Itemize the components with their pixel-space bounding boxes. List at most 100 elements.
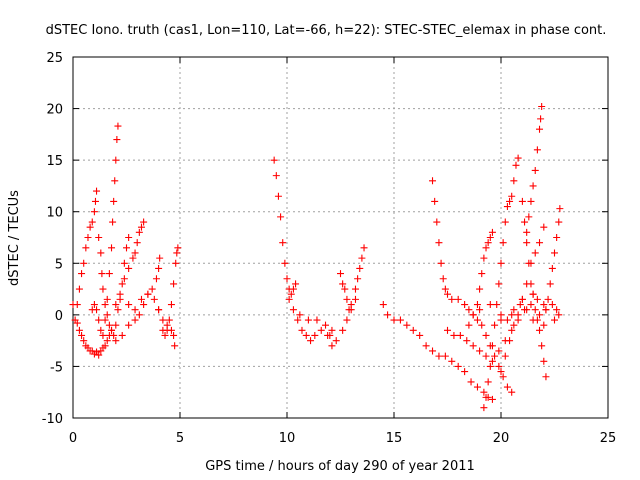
data-point — [274, 192, 282, 200]
data-point — [99, 285, 107, 293]
data-point — [302, 331, 310, 339]
data-point — [80, 259, 88, 267]
data-point — [155, 306, 163, 314]
data-point — [88, 218, 96, 226]
data-point — [110, 331, 118, 339]
x-tick-label: 20 — [493, 431, 510, 446]
data-point — [482, 393, 490, 401]
data-point — [497, 316, 505, 324]
data-point — [508, 311, 516, 319]
data-point — [473, 301, 481, 309]
data-point — [337, 270, 344, 278]
data-point — [120, 275, 128, 283]
data-point — [113, 136, 121, 144]
data-point — [101, 301, 109, 309]
data-point — [499, 239, 507, 247]
data-point — [148, 285, 156, 293]
data-point — [450, 331, 458, 339]
data-point — [469, 342, 477, 350]
data-point — [103, 295, 111, 303]
y-tick-label: 25 — [46, 51, 63, 66]
data-point — [97, 249, 105, 257]
data-point — [379, 301, 387, 309]
data-point — [135, 311, 143, 319]
data-point — [289, 285, 297, 293]
data-point — [133, 239, 141, 247]
data-point — [114, 122, 122, 130]
data-point — [131, 306, 139, 314]
data-point — [540, 301, 548, 309]
data-point — [170, 280, 178, 288]
data-point — [73, 319, 81, 327]
data-point — [270, 156, 278, 164]
data-point — [111, 177, 119, 185]
data-point — [548, 301, 556, 309]
data-point — [488, 395, 496, 403]
data-point — [292, 280, 300, 288]
data-point — [403, 321, 411, 329]
data-point — [444, 290, 451, 298]
data-point — [448, 357, 456, 365]
data-point — [174, 244, 182, 252]
data-point — [144, 290, 152, 298]
data-point — [384, 311, 392, 319]
data-point — [351, 295, 359, 303]
data-point — [529, 316, 537, 324]
data-point — [521, 218, 529, 226]
data-point — [118, 280, 126, 288]
data-point — [473, 383, 481, 391]
x-axis-label: GPS time / hours of day 290 of year 2011 — [205, 459, 475, 474]
data-point — [514, 154, 522, 162]
data-point — [112, 321, 120, 329]
data-point — [105, 270, 113, 278]
data-point — [131, 316, 139, 324]
data-point — [304, 316, 312, 324]
data-point — [90, 301, 98, 309]
data-point — [506, 197, 514, 205]
data-point — [112, 156, 120, 164]
data-point — [480, 404, 488, 412]
data-point — [279, 239, 287, 247]
data-point — [345, 306, 353, 314]
data-point — [135, 228, 143, 236]
data-point — [140, 301, 148, 309]
data-point — [170, 331, 178, 339]
data-point — [112, 301, 120, 309]
data-point — [82, 244, 90, 252]
data-point — [480, 254, 488, 262]
data-point — [484, 378, 492, 386]
data-point — [525, 213, 533, 221]
data-point — [491, 352, 499, 360]
data-point — [101, 316, 109, 324]
data-point — [435, 352, 443, 360]
data-point — [555, 311, 563, 319]
data-point — [332, 337, 340, 345]
data-point — [527, 301, 535, 309]
y-tick-label: -10 — [42, 412, 63, 427]
data-point — [347, 301, 355, 309]
data-point — [439, 275, 447, 283]
data-point — [289, 306, 297, 314]
data-point — [529, 182, 537, 190]
data-point — [283, 275, 291, 283]
data-point — [152, 275, 160, 283]
plot-frame — [72, 56, 609, 419]
data-point — [486, 362, 494, 370]
data-point — [546, 280, 554, 288]
data-point — [448, 295, 456, 303]
data-point — [548, 264, 556, 272]
data-point — [506, 337, 514, 345]
data-point — [99, 331, 107, 339]
data-point — [437, 259, 445, 267]
data-point — [311, 331, 319, 339]
y-tick-label: 10 — [46, 206, 63, 221]
data-point — [339, 280, 347, 288]
grid-lines — [73, 57, 608, 418]
data-point — [469, 311, 477, 319]
data-point — [444, 326, 451, 334]
data-point — [540, 321, 548, 329]
data-point — [512, 161, 520, 169]
data-point — [84, 234, 92, 241]
data-point — [486, 234, 494, 241]
data-point — [112, 337, 120, 345]
